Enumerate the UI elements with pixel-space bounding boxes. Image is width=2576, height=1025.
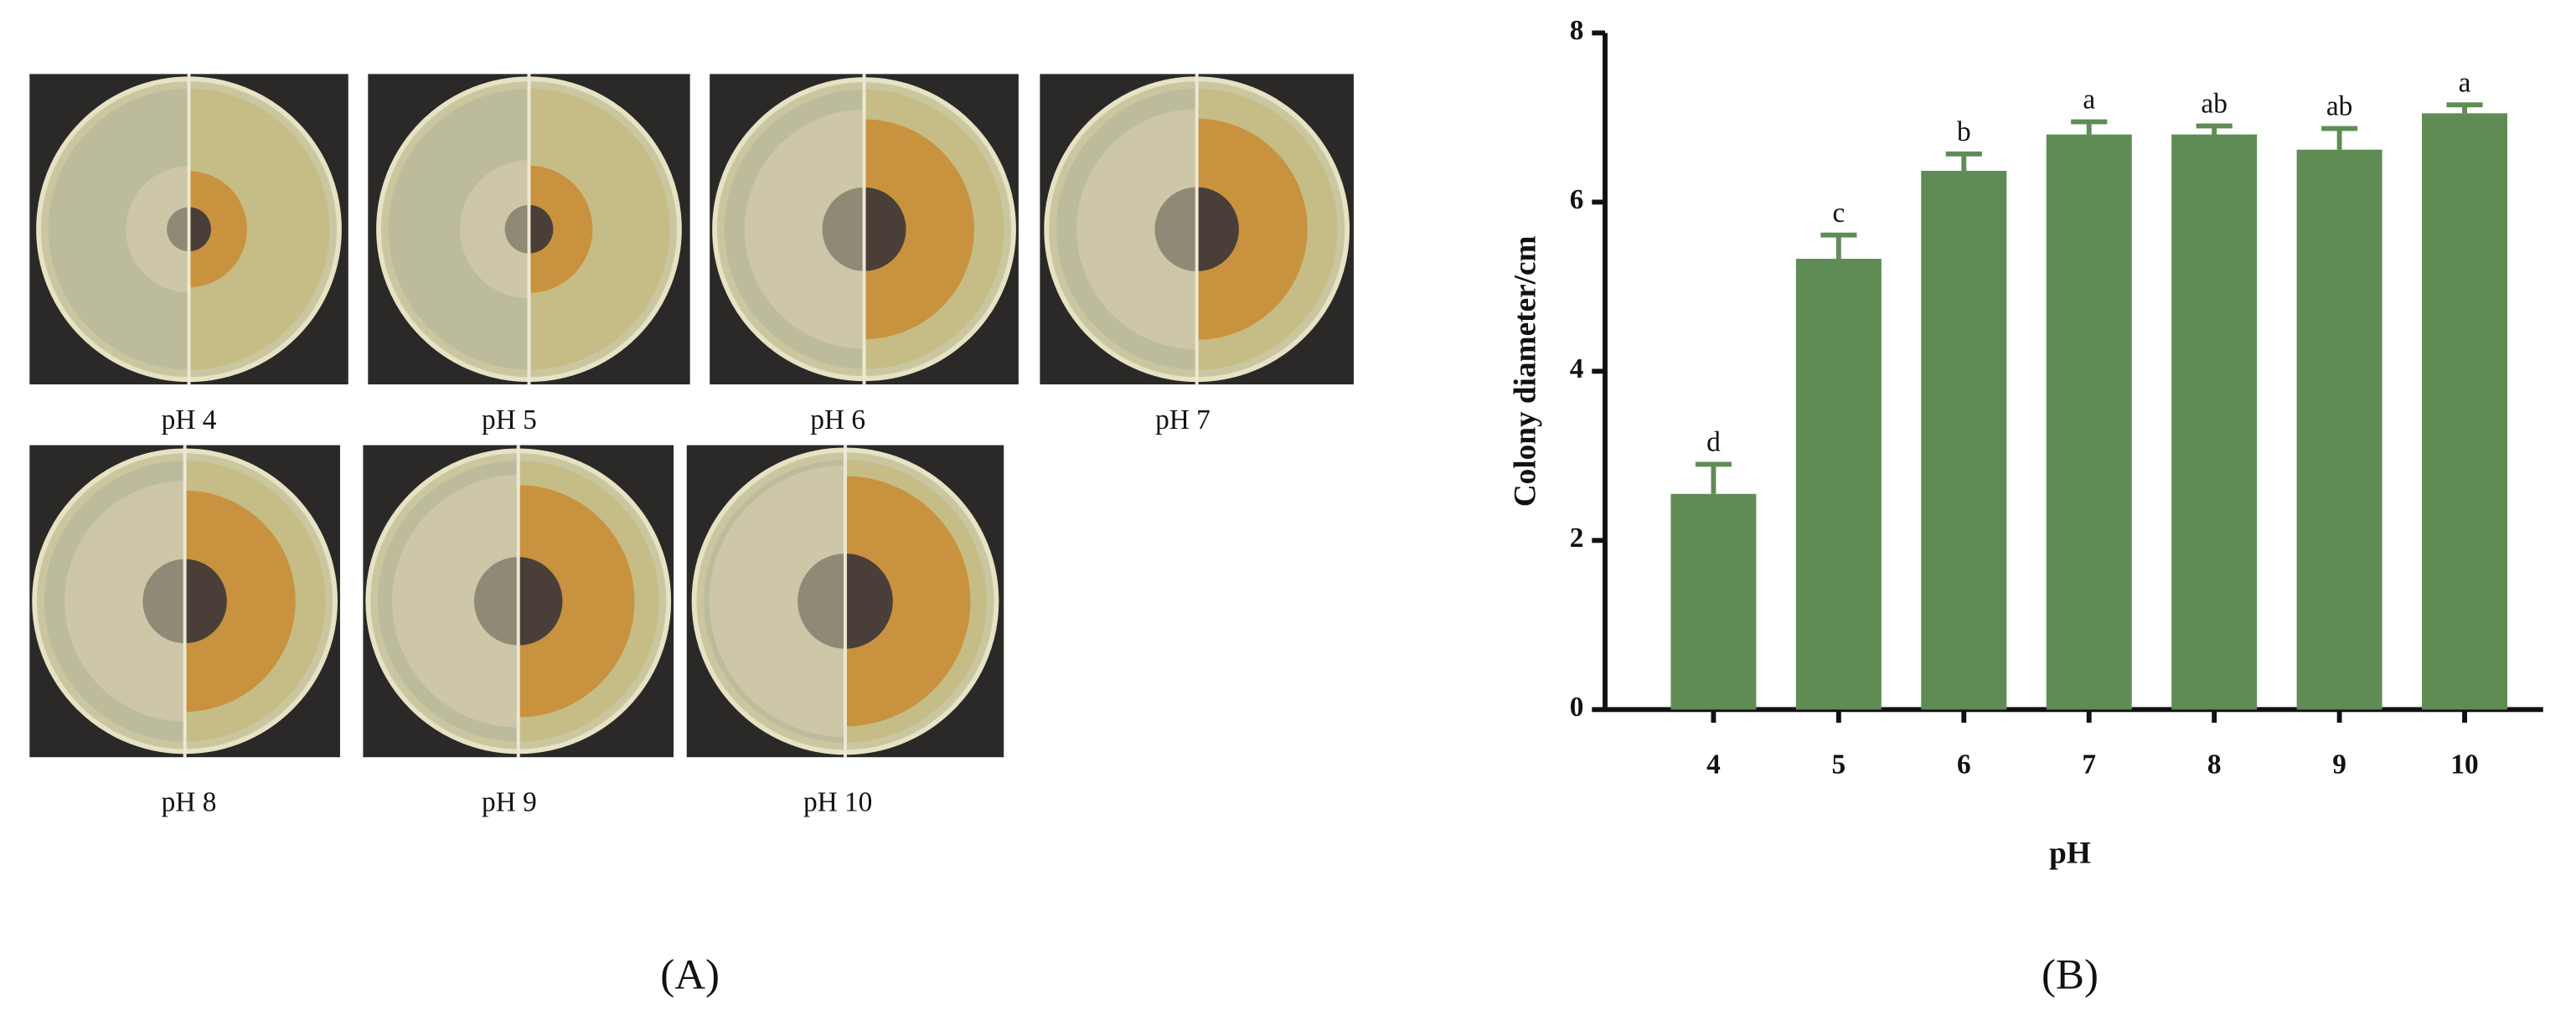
plate-photo [710, 74, 1019, 385]
colony-reverse-center [184, 559, 227, 644]
plate-reverse [184, 461, 326, 742]
y-tick-label: 8 [1570, 15, 1584, 46]
error-bar [2071, 119, 2108, 135]
colony-reverse-center [844, 554, 893, 649]
significance-letter: ab [2326, 91, 2352, 122]
bar [2171, 134, 2258, 710]
colony-reverse [864, 119, 974, 340]
x-tick-label: 10 [2450, 749, 2478, 780]
plate-photo [686, 445, 1004, 758]
plate-reverse [529, 89, 670, 370]
colony-reverse [844, 476, 971, 727]
error-bar [2446, 102, 2483, 114]
x-tick-label: 4 [1706, 749, 1721, 780]
colony-reverse [188, 171, 247, 288]
photo-caption: pH 5 [482, 404, 537, 435]
y-tick-label: 2 [1570, 523, 1584, 554]
plate-photo [368, 74, 690, 385]
significance-letter: ab [2201, 89, 2227, 120]
colony-reverse-center [518, 557, 563, 646]
bar [2046, 134, 2132, 710]
plate-photo [363, 445, 674, 758]
x-tick-label: 6 [1957, 749, 1971, 780]
colony-reverse-center [188, 207, 211, 252]
x-tick-label: 9 [2332, 749, 2346, 780]
y-axis-title: Colony diameter/cm [1508, 235, 1542, 507]
photo-caption: pH 9 [482, 787, 537, 818]
bar [2422, 113, 2508, 710]
panel-label: (B) [2042, 952, 2098, 999]
photo-caption: pH 7 [1155, 404, 1211, 435]
plate-medium-reverse [529, 89, 670, 370]
error-bar [1945, 151, 1982, 171]
significance-letter: a [2459, 67, 2471, 98]
x-tick-label: 5 [1832, 749, 1846, 780]
photo-caption: pH 4 [162, 404, 217, 435]
y-tick-label: 6 [1570, 184, 1584, 215]
significance-letter: a [2083, 85, 2095, 116]
colony-reverse-center [864, 187, 906, 271]
error-bar [2321, 126, 2358, 150]
y-tick-label: 4 [1570, 353, 1584, 384]
photo-caption: pH 10 [803, 787, 872, 818]
significance-letter: c [1832, 198, 1845, 229]
bar [1795, 259, 1882, 710]
plate-photo [29, 445, 340, 758]
plate-photo [29, 74, 348, 385]
significance-letter: b [1957, 116, 1971, 147]
bar [1921, 170, 2007, 710]
colony-reverse-center [529, 204, 554, 254]
colony-reverse [1196, 118, 1308, 340]
significance-letter: d [1706, 427, 1721, 458]
plate-reverse [844, 460, 987, 743]
bar [2296, 149, 2382, 710]
panel-label: (A) [660, 952, 720, 999]
bar [1670, 493, 1757, 710]
error-bar [1695, 461, 1732, 494]
plate-reverse [188, 89, 330, 370]
photo-caption: pH 6 [810, 404, 865, 435]
plate-medium-reverse [188, 89, 330, 370]
error-bar [2196, 123, 2233, 135]
colony-reverse [529, 165, 593, 293]
photo-caption: pH 8 [162, 787, 217, 818]
plate-reverse [518, 461, 659, 742]
plate-photo [1040, 74, 1354, 385]
error-bar [1820, 232, 1857, 260]
y-tick-label: 0 [1570, 692, 1584, 723]
x-tick-label: 8 [2207, 749, 2222, 780]
x-axis-title: pH [2049, 836, 2091, 870]
colony-reverse [184, 490, 296, 712]
plate-reverse [1196, 89, 1338, 370]
colony-reverse [518, 485, 635, 718]
colony-reverse-center [1196, 187, 1239, 271]
x-tick-label: 7 [2082, 749, 2096, 780]
plate-reverse [864, 90, 1004, 369]
